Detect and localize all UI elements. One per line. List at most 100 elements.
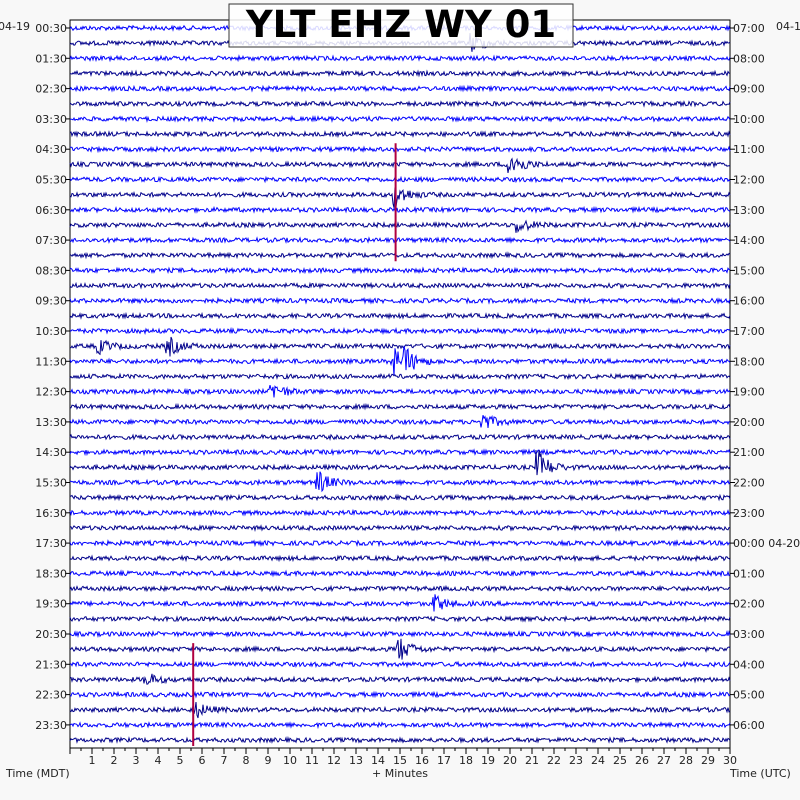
x-tick-label: 1 — [89, 754, 96, 767]
right-hour-label: 23:00 — [733, 507, 765, 520]
right-hour-label: 07:00 — [733, 22, 765, 35]
trace-line — [69, 372, 731, 381]
marker-group — [192, 143, 397, 747]
trace-line — [69, 281, 731, 290]
right-hour-label: 13:00 — [733, 204, 765, 217]
left-hour-label: 21:30 — [35, 658, 67, 671]
trace-line — [69, 114, 731, 123]
x-tick-label: 20 — [503, 754, 517, 767]
trace-line — [69, 539, 731, 548]
right-hour-label: 18:00 — [733, 355, 765, 368]
left-hour-label: 15:30 — [35, 477, 67, 490]
left-hour-label: 04:30 — [35, 143, 67, 156]
trace-line — [69, 236, 731, 245]
trace-line — [69, 690, 731, 699]
left-hour-label: 09:30 — [35, 295, 67, 308]
left-hour-label: 13:30 — [35, 416, 67, 429]
trace-line — [69, 99, 731, 108]
trace-line — [69, 449, 731, 476]
trace-line — [69, 569, 731, 578]
trace-line — [69, 384, 731, 398]
trace-group — [69, 24, 731, 744]
left-hour-label: 12:30 — [35, 386, 67, 399]
left-hour-label: 14:30 — [35, 446, 67, 459]
left-hour-label: 05:30 — [35, 174, 67, 187]
trace-line — [69, 414, 731, 429]
left-hour-label: 03:30 — [35, 113, 67, 126]
left-hour-label: 01:30 — [35, 52, 67, 65]
right-hour-label: 21:00 — [733, 446, 765, 459]
x-tick-label: 14 — [371, 754, 385, 767]
trace-line — [69, 145, 731, 154]
left-hour-label: 00:30 — [35, 22, 67, 35]
right-hour-label: 20:00 — [733, 416, 765, 429]
trace-line — [69, 629, 731, 638]
trace-line — [69, 614, 731, 623]
trace-line — [69, 219, 731, 233]
x-tick-label: 8 — [243, 754, 250, 767]
trace-line — [69, 266, 731, 275]
trace-line — [69, 594, 731, 612]
right-hour-label: 15:00 — [733, 264, 765, 277]
trace-line — [69, 584, 731, 593]
x-tick-label: 2 — [111, 754, 118, 767]
right-hour-label: 06:00 — [733, 719, 765, 732]
x-tick-label: 11 — [305, 754, 319, 767]
left-hour-label: 08:30 — [35, 264, 67, 277]
trace-line — [69, 448, 731, 457]
trace-line — [69, 345, 731, 377]
x-tick-label: 29 — [701, 754, 715, 767]
trace-line — [69, 326, 731, 336]
right-hour-label: 09:00 — [733, 83, 765, 96]
right-hour-labels: 07:00 08:00 09:00 10:00 11:00 12:00 13:00 14:00… — [730, 22, 800, 732]
plot-area — [69, 19, 731, 749]
x-tick-label: 24 — [591, 754, 605, 767]
left-hour-label: 11:30 — [35, 355, 67, 368]
x-tick-label: 25 — [613, 754, 627, 767]
trace-line — [69, 296, 731, 305]
right-date-label: 04-1 — [776, 20, 800, 33]
right-hour-label: 19:00 — [733, 386, 765, 399]
right-hour-label: 08:00 — [733, 52, 765, 65]
trace-line — [69, 660, 731, 669]
trace-line — [69, 205, 731, 214]
left-hour-label: 10:30 — [35, 325, 67, 338]
x-tick-label: 12 — [327, 754, 341, 767]
x-tick-label: 26 — [635, 754, 649, 767]
right-hour-label: 14:00 — [733, 234, 765, 247]
trace-line — [69, 673, 731, 685]
left-axis-title: Time (MDT) — [5, 767, 70, 780]
right-hour-label: 10:00 — [733, 113, 765, 126]
left-hour-label: 19:30 — [35, 598, 67, 611]
trace-line — [69, 524, 731, 533]
left-date-label: 04-19 — [0, 20, 30, 33]
trace-line — [70, 69, 731, 78]
trace-line — [69, 735, 731, 744]
trace-line — [69, 130, 731, 139]
right-hour-label: 04:00 — [733, 658, 765, 671]
x-tick-label: 27 — [657, 754, 671, 767]
x-tick-label: 17 — [437, 754, 451, 767]
left-hour-label: 16:30 — [35, 507, 67, 520]
x-tick-label: 18 — [459, 754, 473, 767]
left-hour-label: 06:30 — [35, 204, 67, 217]
right-hour-label: 03:00 — [733, 628, 765, 641]
trace-line — [69, 508, 731, 517]
right-hour-label: 16:00 — [733, 295, 765, 308]
trace-line — [69, 702, 731, 719]
trace-line — [69, 721, 731, 730]
left-hour-label: 18:30 — [35, 567, 67, 580]
x-tick-label: 22 — [547, 754, 561, 767]
x-tick-label: 16 — [415, 754, 429, 767]
x-tick-label: 28 — [679, 754, 693, 767]
x-tick-label: 3 — [133, 754, 140, 767]
x-tick-label: 30 — [723, 754, 737, 767]
trace-line — [69, 638, 731, 660]
right-hour-label: 05:00 — [733, 689, 765, 702]
title-box — [228, 3, 574, 48]
left-hour-label: 23:30 — [35, 719, 67, 732]
trace-line — [69, 336, 731, 357]
trace-line — [69, 187, 731, 208]
x-tick-label: 19 — [481, 754, 495, 767]
trace-line — [69, 157, 731, 173]
